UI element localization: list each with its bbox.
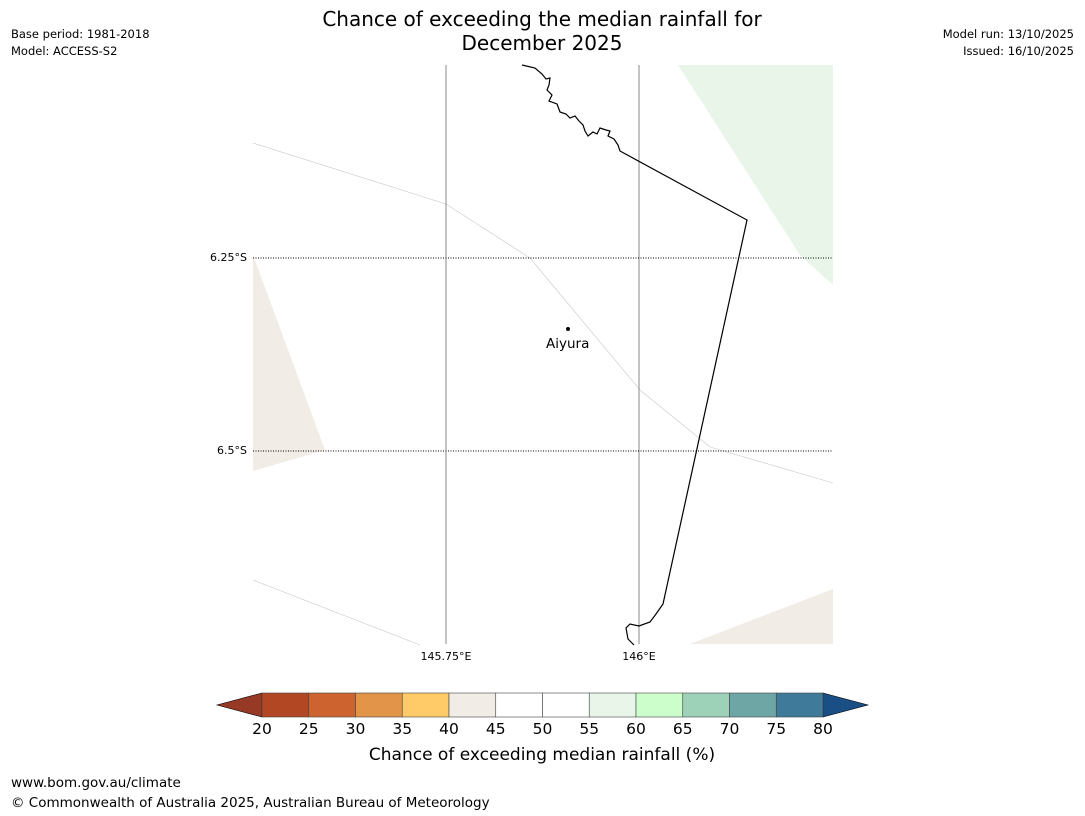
- colorbar-tick-label: 60: [626, 720, 646, 738]
- colorbar-under-arrow: [215, 692, 263, 718]
- colorbar-segment: [308, 692, 356, 718]
- colorbar-segment: [261, 692, 310, 718]
- colorbar-segment: [448, 692, 497, 718]
- colorbar-segment: [588, 692, 637, 718]
- region-40-45-west: [253, 255, 325, 471]
- province-boundary: [252, 579, 421, 646]
- colorbar: [215, 692, 870, 718]
- region-40-45-southeast: [690, 589, 833, 644]
- colorbar-segment: [355, 692, 403, 718]
- title-line-2: December 2025: [461, 31, 623, 55]
- colorbar-segment: [729, 692, 777, 718]
- colorbar-segment: [775, 692, 824, 718]
- colorbar-tick-label: 50: [532, 720, 553, 738]
- colorbar-tick-label: 65: [672, 720, 693, 738]
- colorbar-tick-label: 70: [719, 720, 740, 738]
- model-run: Model run: 13/10/2025: [942, 27, 1074, 41]
- lon-tick-label: 146°E: [622, 650, 656, 663]
- lon-tick-label: 145.75°E: [420, 650, 472, 663]
- colorbar-segment: [682, 692, 730, 718]
- metadata-right: Model run: 13/10/2025 Issued: 16/10/2025: [943, 26, 1074, 60]
- colorbar-tick-label: 45: [485, 720, 506, 738]
- lat-tick-label: 6.25°S: [210, 251, 247, 264]
- coastline: [521, 64, 748, 646]
- colorbar-tick-label: 40: [439, 720, 459, 738]
- footer-copyright: © Commonwealth of Australia 2025, Austra…: [11, 795, 490, 811]
- colorbar-tick-label: 75: [766, 720, 787, 738]
- colorbar-tick-label: 30: [345, 720, 366, 738]
- model-name: Model: ACCESS-S2: [11, 44, 118, 58]
- footer-url[interactable]: www.bom.gov.au/climate: [11, 775, 181, 791]
- region-55-60-northeast: [678, 65, 833, 285]
- lat-tick-label: 6.5°S: [217, 444, 247, 457]
- base-period: Base period: 1981-2018: [11, 27, 150, 41]
- colorbar-tick-label: 25: [298, 720, 319, 738]
- metadata-left: Base period: 1981-2018 Model: ACCESS-S2: [11, 26, 150, 60]
- colorbar-tick-label: 80: [813, 720, 833, 738]
- place-label-aiyura: Aiyura: [546, 336, 590, 352]
- province-boundary: [252, 142, 834, 484]
- colorbar-over-arrow: [822, 692, 870, 718]
- colorbar-segment: [542, 692, 590, 718]
- colorbar-tick-label: 20: [252, 720, 272, 738]
- title-line-1: Chance of exceeding the median rainfall …: [322, 7, 762, 31]
- aiyura-marker: [566, 327, 570, 331]
- map-svg: [252, 64, 834, 646]
- colorbar-tick-label: 55: [579, 720, 600, 738]
- colorbar-segment: [635, 692, 684, 718]
- colorbar-title: Chance of exceeding median rainfall (%): [368, 745, 716, 765]
- colorbar-segment: [495, 692, 543, 718]
- colorbar-segment: [401, 692, 450, 718]
- issued-date: Issued: 16/10/2025: [963, 44, 1074, 58]
- colorbar-tick-label: 35: [392, 720, 413, 738]
- chart-title: Chance of exceeding the median rainfall …: [242, 7, 842, 55]
